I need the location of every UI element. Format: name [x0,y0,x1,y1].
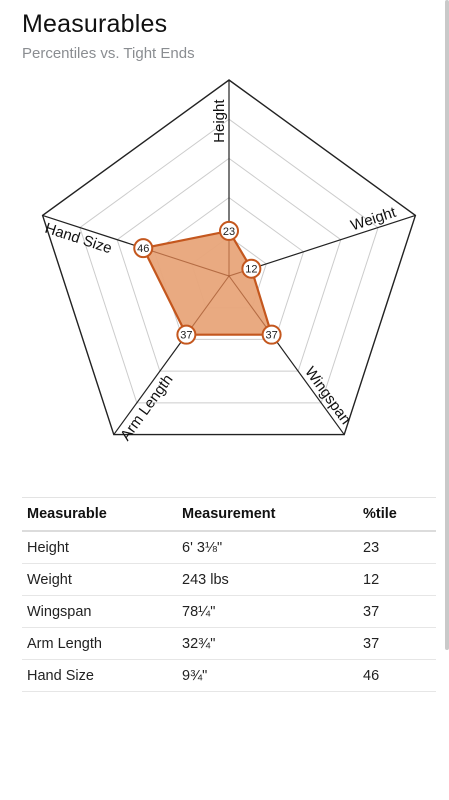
radar-axis-label: Wingspan [301,364,354,428]
table-row: Hand Size 9¾" 46 [22,659,436,692]
radar-inner-spoke [143,247,230,277]
radar-point [176,324,197,345]
radar-value-label: 37 [266,330,278,342]
radar-inner-spoke [228,275,273,335]
measurables-table: Measurable Measurement %tile Height 6' 3… [22,497,436,692]
table-row: Height 6' 3⅛" 23 [22,531,436,564]
radar-axis-label: Height [211,99,228,143]
radar-grid-ring [79,118,379,404]
radar-inner-spoke [185,275,230,335]
col-header-measurable: Measurable [22,497,177,532]
radar-point [133,238,154,259]
radar-point [261,324,282,345]
page-subtitle: Percentiles vs. Tight Ends [22,45,195,62]
cell-percentile: 12 [358,563,436,596]
radar-point [241,258,262,279]
col-header-percentile: %tile [358,497,436,532]
cell-percentile: 46 [358,659,436,692]
cell-measurable: Weight [22,563,177,596]
scrollbar[interactable] [445,0,449,650]
radar-axis-label: Hand Size [43,220,114,258]
cell-measurement: 6' 3⅛" [177,531,358,564]
radar-data-area [141,229,274,336]
radar-axis-label: Arm Length [117,371,176,444]
col-header-measurement: Measurement [177,497,358,532]
table-header-row: Measurable Measurement %tile [22,497,436,532]
cell-measurement: 32¾" [177,627,358,660]
table-row: Arm Length 32¾" 37 [22,627,436,660]
table-row: Weight 243 lbs 12 [22,563,436,596]
cell-measurable: Height [22,531,177,564]
cell-measurable: Arm Length [22,627,177,660]
table-row: Wingspan 78¼" 37 [22,595,436,628]
radar-value-label: 46 [137,243,149,255]
cell-measurable: Hand Size [22,659,177,692]
cell-measurable: Wingspan [22,595,177,628]
cell-percentile: 37 [358,595,436,628]
radar-value-label: 23 [223,226,235,238]
cell-measurement: 78¼" [177,595,358,628]
radar-point [219,220,239,241]
cell-measurement: 9¾" [177,659,358,692]
radar-outer-ring [41,79,417,436]
cell-measurement: 243 lbs [177,563,358,596]
page-title: Measurables [22,10,168,38]
radar-value-label: 12 [245,264,257,276]
radar-grid-ring [116,157,342,372]
radar-value-label: 37 [180,330,192,342]
radar-chart: Height Weight Wingspan Arm Length Hand Size 2… [41,79,417,444]
cell-percentile: 37 [358,627,436,660]
cell-percentile: 23 [358,531,436,564]
radar-axis-label: Weight [349,204,399,235]
